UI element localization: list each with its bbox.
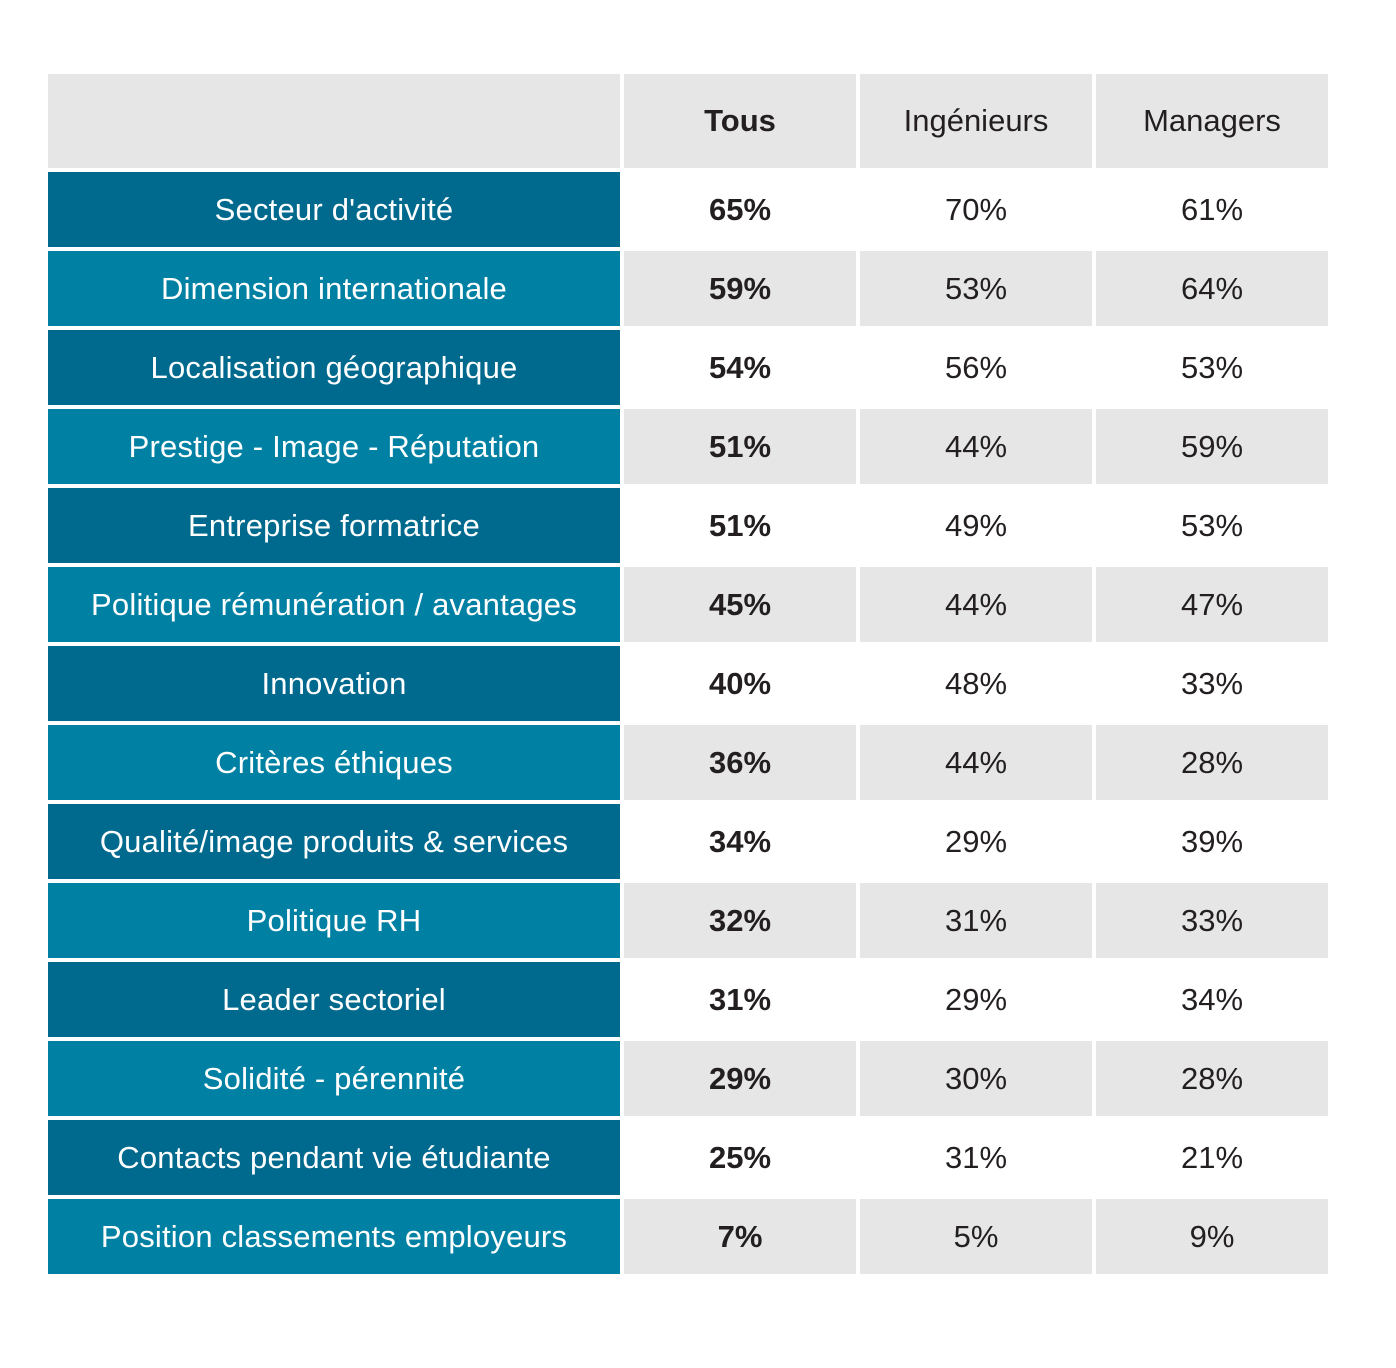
value-tous: 34%	[624, 804, 856, 879]
table-row: Innovation 40% 48% 33%	[48, 646, 1332, 721]
value-ingenieurs: 30%	[860, 1041, 1092, 1116]
table-row: Contacts pendant vie étudiante 25% 31% 21%	[48, 1120, 1332, 1195]
row-label: Prestige - Image - Réputation	[48, 409, 620, 484]
table-row: Entreprise formatrice 51% 49% 53%	[48, 488, 1332, 563]
value-managers: 59%	[1096, 409, 1328, 484]
value-tous: 7%	[624, 1199, 856, 1274]
value-tous: 45%	[624, 567, 856, 642]
value-managers: 61%	[1096, 172, 1328, 247]
value-ingenieurs: 70%	[860, 172, 1092, 247]
value-managers: 47%	[1096, 567, 1328, 642]
header-managers: Managers	[1096, 74, 1328, 168]
value-ingenieurs: 31%	[860, 1120, 1092, 1195]
table-header-row: Tous Ingénieurs Managers	[48, 74, 1332, 168]
value-ingenieurs: 49%	[860, 488, 1092, 563]
row-label: Entreprise formatrice	[48, 488, 620, 563]
value-tous: 36%	[624, 725, 856, 800]
table-row: Localisation géographique 54% 56% 53%	[48, 330, 1332, 405]
header-blank-cell	[48, 74, 620, 168]
row-label: Innovation	[48, 646, 620, 721]
row-label: Politique rémunération / avantages	[48, 567, 620, 642]
row-label: Solidité - pérennité	[48, 1041, 620, 1116]
table-row: Dimension internationale 59% 53% 64%	[48, 251, 1332, 326]
table-row: Secteur d'activité 65% 70% 61%	[48, 172, 1332, 247]
table-row: Politique rémunération / avantages 45% 44%…	[48, 567, 1332, 642]
value-managers: 39%	[1096, 804, 1328, 879]
value-ingenieurs: 48%	[860, 646, 1092, 721]
row-label: Localisation géographique	[48, 330, 620, 405]
value-managers: 34%	[1096, 962, 1328, 1037]
table-row: Politique RH 32% 31% 33%	[48, 883, 1332, 958]
value-tous: 40%	[624, 646, 856, 721]
value-ingenieurs: 29%	[860, 962, 1092, 1037]
header-ingenieurs: Ingénieurs	[860, 74, 1092, 168]
value-tous: 51%	[624, 409, 856, 484]
value-tous: 51%	[624, 488, 856, 563]
table-row: Prestige - Image - Réputation 51% 44% 59%	[48, 409, 1332, 484]
value-tous: 31%	[624, 962, 856, 1037]
row-label: Critères éthiques	[48, 725, 620, 800]
value-ingenieurs: 44%	[860, 409, 1092, 484]
row-label: Dimension internationale	[48, 251, 620, 326]
row-label: Secteur d'activité	[48, 172, 620, 247]
value-ingenieurs: 29%	[860, 804, 1092, 879]
value-tous: 59%	[624, 251, 856, 326]
value-managers: 9%	[1096, 1199, 1328, 1274]
value-ingenieurs: 5%	[860, 1199, 1092, 1274]
row-label: Qualité/image produits & services	[48, 804, 620, 879]
value-managers: 28%	[1096, 725, 1328, 800]
value-tous: 32%	[624, 883, 856, 958]
table-row: Solidité - pérennité 29% 30% 28%	[48, 1041, 1332, 1116]
criteria-table: Tous Ingénieurs Managers Secteur d'activ…	[48, 74, 1332, 1278]
value-managers: 33%	[1096, 883, 1328, 958]
row-label: Leader sectoriel	[48, 962, 620, 1037]
row-label: Position classements employeurs	[48, 1199, 620, 1274]
row-label: Contacts pendant vie étudiante	[48, 1120, 620, 1195]
table-row: Leader sectoriel 31% 29% 34%	[48, 962, 1332, 1037]
value-tous: 65%	[624, 172, 856, 247]
value-tous: 25%	[624, 1120, 856, 1195]
value-ingenieurs: 44%	[860, 725, 1092, 800]
value-ingenieurs: 53%	[860, 251, 1092, 326]
value-managers: 53%	[1096, 488, 1328, 563]
value-ingenieurs: 44%	[860, 567, 1092, 642]
value-tous: 29%	[624, 1041, 856, 1116]
value-managers: 33%	[1096, 646, 1328, 721]
row-label: Politique RH	[48, 883, 620, 958]
header-tous: Tous	[624, 74, 856, 168]
table-row: Critères éthiques 36% 44% 28%	[48, 725, 1332, 800]
table-row: Position classements employeurs 7% 5% 9%	[48, 1199, 1332, 1274]
value-ingenieurs: 31%	[860, 883, 1092, 958]
value-ingenieurs: 56%	[860, 330, 1092, 405]
value-managers: 53%	[1096, 330, 1328, 405]
value-managers: 64%	[1096, 251, 1328, 326]
value-tous: 54%	[624, 330, 856, 405]
table-row: Qualité/image produits & services 34% 29% 3…	[48, 804, 1332, 879]
value-managers: 28%	[1096, 1041, 1328, 1116]
value-managers: 21%	[1096, 1120, 1328, 1195]
table-body: Secteur d'activité 65% 70% 61% Dimension int…	[48, 172, 1332, 1274]
